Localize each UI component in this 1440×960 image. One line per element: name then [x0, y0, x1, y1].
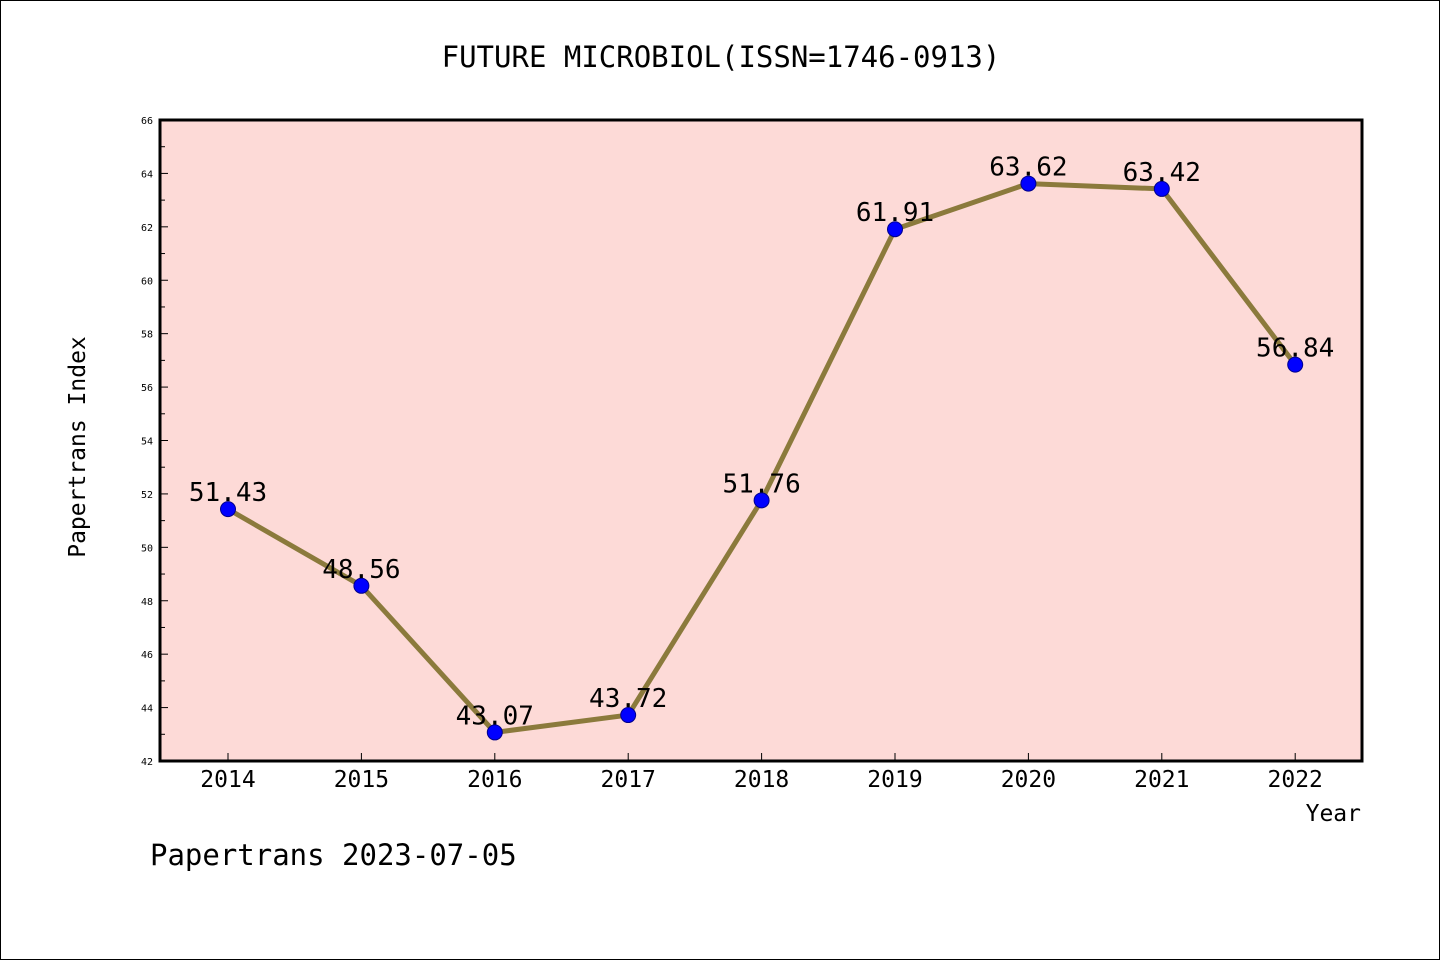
- data-point: [1153, 180, 1170, 197]
- y-tick-label: 50: [141, 543, 153, 554]
- data-label: 48.56: [322, 555, 400, 585]
- x-tick-label: 2017: [601, 767, 656, 793]
- x-tick-label: 2014: [200, 767, 255, 793]
- x-tick-label: 2020: [1001, 767, 1056, 793]
- y-tick-label: 64: [141, 169, 153, 180]
- data-point: [620, 707, 637, 724]
- data-point: [1020, 175, 1037, 192]
- x-tick-label: 2022: [1268, 767, 1323, 793]
- data-point: [220, 501, 236, 518]
- x-axis: 2014 2015 2016 2017 2018 2019 2020 2021 2022: [200, 753, 1323, 793]
- data-point: [753, 492, 770, 509]
- y-tick-label: 62: [141, 223, 153, 234]
- data-label: 61.91: [856, 198, 934, 228]
- y-tick-label: 60: [141, 276, 153, 287]
- data-label: 63.42: [1123, 158, 1201, 188]
- x-tick-label: 2015: [334, 767, 389, 793]
- data-label: 43.07: [456, 701, 534, 731]
- data-label: 51.76: [722, 469, 800, 499]
- data-label: 43.72: [589, 684, 667, 714]
- x-tick-label: 2019: [867, 767, 922, 793]
- data-label: 56.84: [1256, 334, 1334, 364]
- data-label: 63.62: [989, 153, 1067, 183]
- y-tick-label: 42: [141, 757, 153, 768]
- data-point: [353, 577, 370, 594]
- y-tick-label: 46: [141, 650, 153, 661]
- y-axis: 42 44 46 48 50 52 54 56 58 60 62 64 66: [141, 116, 168, 768]
- x-tick-label: 2021: [1134, 767, 1189, 793]
- data-series: [220, 175, 1304, 741]
- footer-text: Papertrans 2023-07-05: [150, 838, 517, 872]
- x-tick-label: 2018: [734, 767, 789, 793]
- data-point: [887, 221, 903, 238]
- y-tick-label: 48: [141, 597, 153, 608]
- data-label: 51.43: [189, 478, 267, 508]
- data-labels: 51.43 48.56 43.07 43.72 51.76 61.91 63.62 63.42…: [189, 153, 1334, 732]
- x-axis-label: Year: [1306, 801, 1361, 827]
- data-point: [486, 724, 503, 741]
- y-tick-label: 52: [141, 490, 153, 501]
- plot-area: [158, 118, 1364, 763]
- y-tick-label: 54: [141, 437, 153, 448]
- y-axis-label: Papertrans Index: [65, 336, 91, 558]
- y-tick-label: 44: [141, 704, 153, 715]
- y-tick-label: 56: [141, 383, 153, 394]
- y-tick-label: 58: [141, 330, 153, 341]
- chart-title: FUTURE MICROBIOL(ISSN=1746-0913): [442, 40, 1001, 74]
- x-tick-label: 2016: [467, 767, 522, 793]
- data-point: [1287, 356, 1304, 373]
- y-tick-label: 66: [141, 116, 153, 127]
